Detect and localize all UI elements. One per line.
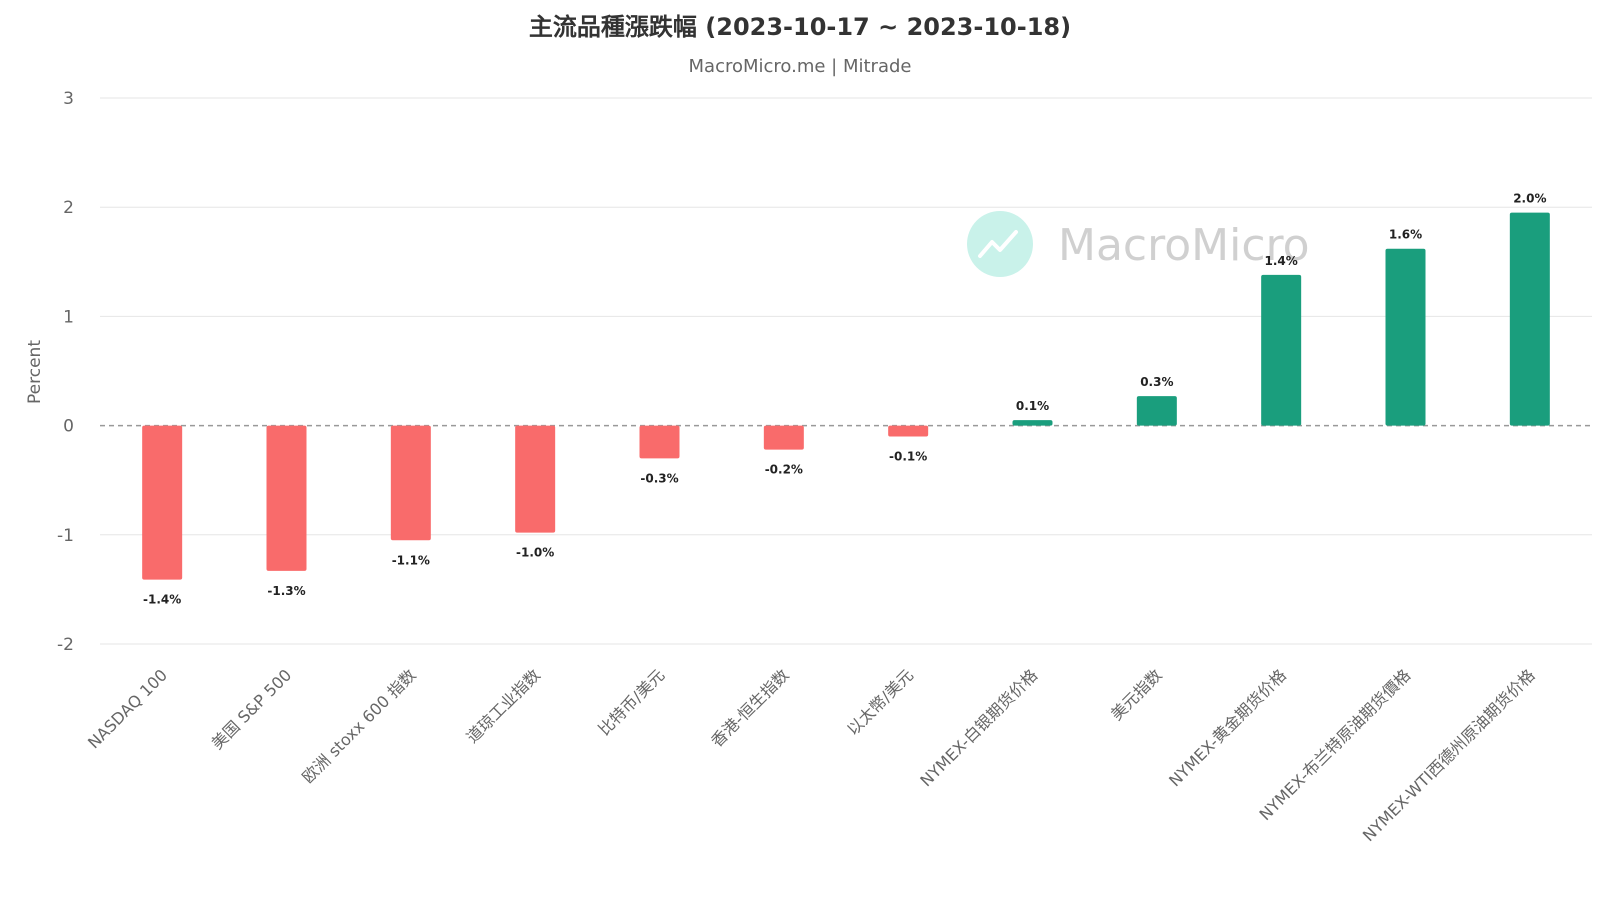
bar [1385, 248, 1426, 426]
watermark-text: MacroMicro [1058, 220, 1310, 271]
x-tick-label: 比特币/美元 [595, 665, 669, 739]
data-label: 1.4% [1265, 254, 1298, 268]
grid [100, 97, 1592, 645]
bar [515, 425, 556, 533]
bar [763, 425, 804, 450]
bar [639, 425, 680, 459]
chart-subtitle: MacroMicro.me | Mitrade [689, 56, 912, 77]
data-label: -0.2% [765, 463, 803, 477]
x-axis: NASDAQ 100 美国 S&P 500 欧洲 stoxx 600 指数 道琼工业指… [84, 665, 1539, 845]
x-tick-label: NYMEX-黄金期货价格 [1165, 665, 1290, 790]
x-tick-label: 香港-恒生指数 [707, 665, 792, 750]
data-label: -1.0% [516, 546, 554, 560]
watermark: MacroMicro [967, 211, 1310, 277]
y-tick-label: 0 [63, 417, 74, 437]
data-label: -0.3% [640, 471, 678, 485]
bars [142, 212, 1550, 580]
y-tick-label: -1 [57, 526, 74, 546]
x-tick-label: NASDAQ 100 [84, 665, 171, 752]
x-tick-label: 美国 S&P 500 [208, 665, 296, 753]
x-tick-label: 道琼工业指数 [463, 665, 544, 746]
x-tick-label: 欧洲 stoxx 600 指数 [298, 665, 419, 786]
data-label: 2.0% [1513, 192, 1546, 206]
data-label: 1.6% [1389, 228, 1422, 242]
y-axis-label: Percent [25, 340, 45, 404]
y-tick-label: 2 [63, 198, 74, 218]
bar [266, 425, 307, 571]
data-label: 0.1% [1016, 399, 1049, 413]
x-tick-label: 以太幣/美元 [843, 665, 917, 739]
watermark-logo-icon [967, 211, 1033, 277]
bar [1012, 420, 1053, 426]
x-tick-label: 美元指数 [1107, 665, 1166, 724]
data-label: -1.3% [267, 584, 305, 598]
y-tick-label: -2 [57, 635, 74, 655]
bar [1261, 274, 1302, 426]
bar [390, 425, 431, 541]
y-axis: 3 2 1 0 -1 -2 [57, 89, 74, 655]
bar [142, 425, 183, 580]
y-tick-label: 3 [63, 89, 74, 109]
chart-title: 主流品種漲跌幅 (2023-10-17 ~ 2023-10-18) [529, 13, 1071, 41]
data-label: 0.3% [1140, 375, 1173, 389]
y-tick-label: 1 [63, 307, 74, 327]
watermark-logo-line-icon [978, 230, 1018, 258]
bar [888, 425, 929, 437]
x-tick-label: NYMEX-白银期货价格 [916, 665, 1041, 790]
bar [1509, 212, 1550, 426]
bar [1136, 396, 1177, 426]
data-label: -1.1% [392, 553, 430, 567]
data-labels: -1.4% -1.3% -1.1% -1.0% -0.3% -0.2% -0.1% 0.1% 0… [143, 192, 1546, 607]
data-label: -0.1% [889, 450, 927, 464]
data-label: -1.4% [143, 593, 181, 607]
